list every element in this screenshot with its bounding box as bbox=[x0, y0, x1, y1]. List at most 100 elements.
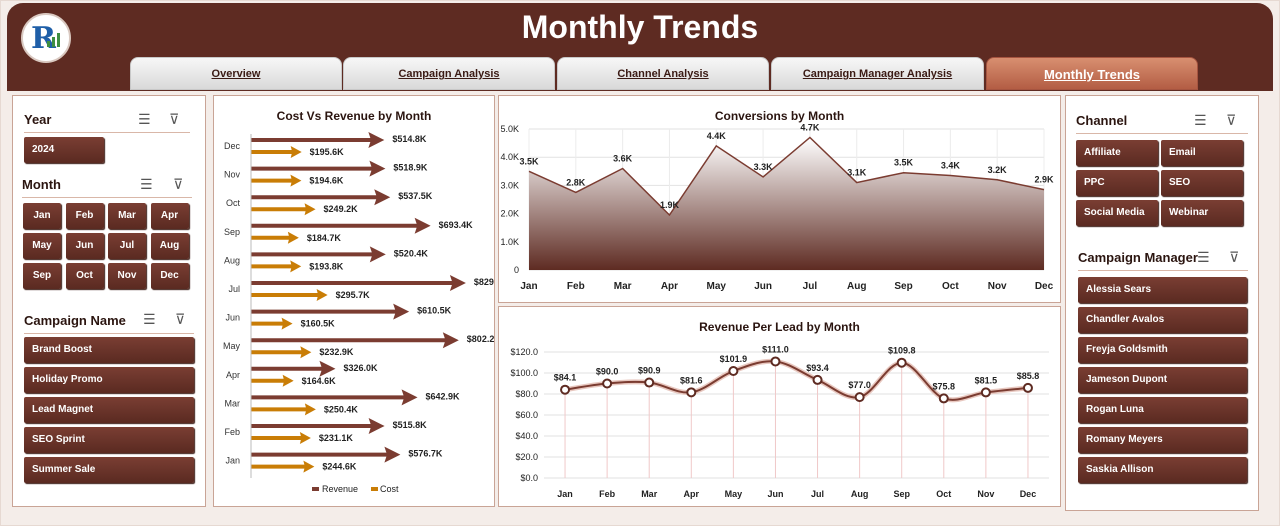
cost-bar bbox=[251, 203, 316, 216]
channel-slicer-item[interactable]: Social Media bbox=[1076, 200, 1158, 226]
campaign-slicer-item[interactable]: Lead Magnet bbox=[24, 397, 194, 423]
channel-slicer-item[interactable]: PPC bbox=[1076, 170, 1158, 196]
revenue-data-label: $518.9K bbox=[393, 163, 428, 173]
y-tick-label: $0.0 bbox=[520, 473, 538, 483]
y-tick-label: May bbox=[223, 341, 241, 351]
manager-slicer-item[interactable]: Chandler Avalos bbox=[1078, 307, 1247, 333]
revenue-data-label: $829.6K bbox=[474, 277, 494, 287]
channel-slicer-item[interactable]: Affiliate bbox=[1076, 140, 1158, 166]
month-slicer-item[interactable]: May bbox=[23, 233, 61, 259]
cost-data-label: $231.1K bbox=[319, 433, 354, 443]
month-slicer-item[interactable]: Mar bbox=[108, 203, 146, 229]
month-slicer-item[interactable]: Feb bbox=[65, 203, 104, 229]
y-tick-label: Sep bbox=[224, 227, 240, 237]
data-point bbox=[980, 387, 991, 398]
data-label: $77.0 bbox=[848, 380, 871, 390]
manager-slicer-item[interactable]: Romany Meyers bbox=[1078, 427, 1247, 453]
channel-slicer-item[interactable]: Email bbox=[1161, 140, 1243, 166]
conversions-chart: 0 1.0K 2.0K 3.0K 4.0K 5.0K 3.5K Jan 2.8K Feb 3.6K M… bbox=[500, 122, 1054, 292]
cost-data-label: $249.2K bbox=[324, 204, 359, 214]
data-point bbox=[602, 378, 613, 389]
tab-campaign-manager-analysis[interactable]: Campaign Manager Analysis bbox=[771, 57, 984, 90]
data-label: $109.8 bbox=[888, 346, 916, 356]
tab-monthly-trends[interactable]: Monthly Trends bbox=[986, 57, 1198, 90]
x-tick-label: Mar bbox=[641, 489, 658, 499]
clear-filter-icon[interactable]: ⊽ bbox=[1229, 249, 1240, 265]
month-slicer-item[interactable]: Oct bbox=[65, 263, 104, 289]
campaign-slicer-item[interactable]: Holiday Promo bbox=[24, 367, 194, 393]
cost-data-label: $184.7K bbox=[307, 233, 342, 243]
month-slicer-item[interactable]: Sep bbox=[23, 263, 61, 289]
manager-slicer-item[interactable]: Jameson Dupont bbox=[1078, 367, 1247, 393]
channel-slicer-item[interactable]: Webinar bbox=[1161, 200, 1243, 226]
cost-revenue-chart-panel: Cost Vs Revenue by Month Dec $514.8K $195.… bbox=[213, 95, 495, 507]
x-tick-label: Apr bbox=[661, 281, 678, 292]
divider bbox=[22, 197, 192, 198]
data-point bbox=[686, 387, 697, 398]
cost-bar bbox=[251, 260, 302, 273]
revenue-data-label: $520.4K bbox=[394, 248, 429, 258]
divider bbox=[24, 333, 194, 334]
month-slicer-item[interactable]: Aug bbox=[150, 233, 189, 259]
cost-bar bbox=[251, 146, 302, 158]
clear-filter-icon[interactable]: ⊽ bbox=[1226, 112, 1237, 128]
legend-revenue-swatch bbox=[312, 487, 319, 491]
tab-channel-analysis[interactable]: Channel Analysis bbox=[557, 57, 769, 90]
month-slicer-item[interactable]: Apr bbox=[150, 203, 189, 229]
clear-filter-icon[interactable]: ⊽ bbox=[175, 311, 186, 327]
manager-slicer-item[interactable]: Rogan Luna bbox=[1078, 397, 1247, 423]
manager-slicer-item[interactable]: Alessia Sears bbox=[1078, 277, 1247, 303]
manager-slicer-item[interactable]: Freyja Goldsmith bbox=[1078, 337, 1247, 363]
cost-data-label: $295.7K bbox=[336, 290, 371, 300]
month-slicer-item[interactable]: Nov bbox=[108, 263, 146, 289]
x-tick-label: Jun bbox=[754, 281, 772, 292]
multi-select-icon[interactable]: ☰ bbox=[1194, 112, 1207, 128]
data-label: $85.8 bbox=[1017, 371, 1040, 381]
y-tick-label: Nov bbox=[224, 170, 241, 180]
y-tick-label: Dec bbox=[224, 141, 241, 151]
month-slicer-item[interactable]: Jan bbox=[23, 203, 61, 229]
campaign-slicer-item[interactable]: SEO Sprint bbox=[24, 427, 194, 453]
campaign-slicer-item[interactable]: Brand Boost bbox=[24, 337, 194, 363]
x-tick-label: Dec bbox=[1035, 281, 1054, 292]
multi-select-icon[interactable]: ☰ bbox=[143, 311, 156, 327]
multi-select-icon[interactable]: ☰ bbox=[140, 176, 153, 192]
campaign-slicer-item[interactable]: Summer Sale bbox=[24, 457, 194, 483]
data-label: 2.9K bbox=[1034, 175, 1054, 185]
y-tick-label: $120.0 bbox=[510, 347, 538, 357]
month-slicer-item[interactable]: Jul bbox=[108, 233, 146, 259]
clear-filter-icon[interactable]: ⊽ bbox=[173, 176, 184, 192]
data-point bbox=[770, 356, 781, 367]
x-tick-label: Apr bbox=[684, 489, 700, 499]
month-slicer-item[interactable]: Jun bbox=[65, 233, 104, 259]
right-slicer-panel: Channel ☰ ⊽ Affiliate Email PPC SEO Social M… bbox=[1065, 95, 1259, 511]
revenue-per-lead-chart: $0.0 $20.0 $40.0 $60.0 $80.0 $100.0 $120.0 $84.… bbox=[510, 344, 1049, 499]
tab-campaign-analysis[interactable]: Campaign Analysis bbox=[343, 57, 555, 90]
cost-bar bbox=[251, 460, 315, 473]
conversions-chart-panel: Conversions by Month 0 1.0K 2.0K 3.0K 4.0K 5.… bbox=[498, 95, 1061, 303]
x-tick-label: Jun bbox=[767, 489, 783, 499]
conversions-line bbox=[528, 136, 1045, 217]
tab-overview[interactable]: Overview bbox=[130, 57, 342, 90]
channel-slicer-item[interactable]: SEO bbox=[1161, 170, 1243, 196]
revenue-bar bbox=[251, 332, 459, 349]
x-tick-label: Aug bbox=[847, 281, 866, 292]
clear-filter-icon[interactable]: ⊽ bbox=[169, 111, 180, 127]
year-slicer-item[interactable]: 2024 bbox=[24, 137, 104, 163]
month-slicer-item[interactable]: Dec bbox=[150, 263, 189, 289]
revenue-data-label: $576.7K bbox=[408, 449, 443, 459]
revenue-data-label: $515.8K bbox=[393, 420, 428, 430]
y-tick-label: Apr bbox=[226, 370, 240, 380]
revenue-data-label: $802.2K bbox=[467, 334, 494, 344]
multi-select-icon[interactable]: ☰ bbox=[1197, 249, 1210, 265]
y-tick-label: Aug bbox=[224, 255, 240, 265]
data-label: $75.8 bbox=[933, 381, 956, 391]
y-tick-label: 1.0K bbox=[500, 237, 519, 247]
data-label: 3.6K bbox=[613, 153, 633, 163]
revenue-bar bbox=[251, 389, 418, 406]
manager-slicer-item[interactable]: Saskia Allison bbox=[1078, 457, 1247, 483]
chart-title: Revenue Per Lead by Month bbox=[699, 320, 860, 334]
data-point bbox=[812, 374, 823, 385]
multi-select-icon[interactable]: ☰ bbox=[138, 111, 151, 127]
